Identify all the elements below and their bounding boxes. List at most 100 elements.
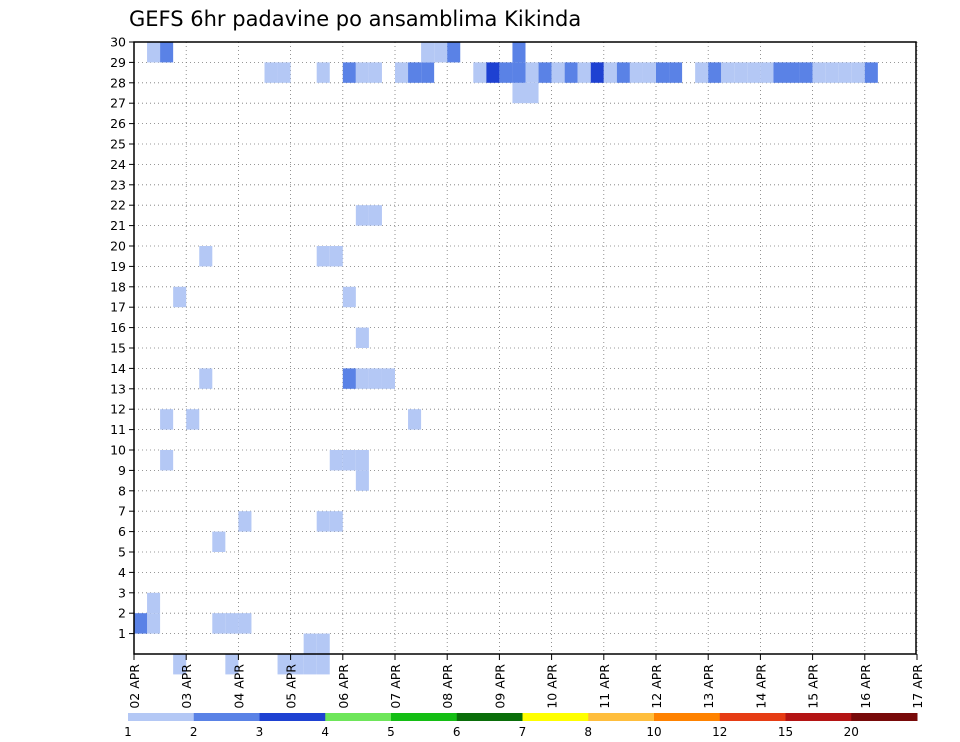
precip-cell bbox=[186, 409, 200, 430]
x-tick-label: 16 APR bbox=[858, 664, 873, 709]
precip-cell bbox=[551, 62, 565, 83]
y-tick-label: 16 bbox=[110, 320, 126, 335]
colorbar-swatch bbox=[654, 713, 721, 721]
x-tick-label: 13 APR bbox=[701, 664, 716, 709]
precip-cell bbox=[173, 654, 187, 675]
precip-cell bbox=[851, 62, 865, 83]
x-tick-label: 11 APR bbox=[597, 664, 612, 709]
x-tick-label: 15 APR bbox=[806, 664, 821, 709]
precip-cell bbox=[303, 654, 317, 675]
precip-cell bbox=[199, 246, 213, 267]
precip-cell bbox=[355, 450, 369, 471]
x-tick-label: 08 APR bbox=[440, 664, 455, 709]
precip-cell bbox=[421, 42, 435, 63]
y-tick-label: 6 bbox=[118, 524, 126, 539]
precip-cell bbox=[395, 62, 409, 83]
y-tick-label: 26 bbox=[110, 116, 126, 131]
y-tick-label: 27 bbox=[110, 96, 126, 111]
colorbar-label: 20 bbox=[844, 725, 859, 739]
precip-cell bbox=[316, 62, 330, 83]
precip-cell bbox=[408, 62, 422, 83]
colorbar-label: 3 bbox=[256, 725, 264, 739]
x-tick-label: 06 APR bbox=[336, 664, 351, 709]
y-tick-label: 17 bbox=[110, 300, 126, 315]
precip-cell bbox=[355, 327, 369, 348]
colorbar-swatch bbox=[851, 713, 918, 721]
y-tick-label: 21 bbox=[110, 218, 126, 233]
y-tick-label: 12 bbox=[110, 402, 126, 417]
precip-cell bbox=[590, 62, 604, 83]
precip-cell bbox=[760, 62, 774, 83]
colorbar-swatch bbox=[456, 713, 523, 721]
precip-cell bbox=[564, 62, 578, 83]
colorbar-label: 12 bbox=[712, 725, 727, 739]
y-tick-label: 20 bbox=[110, 239, 126, 254]
precip-cell bbox=[838, 62, 852, 83]
precip-cell bbox=[147, 592, 161, 614]
precip-cell bbox=[342, 62, 356, 83]
precip-cell bbox=[277, 62, 291, 83]
precip-cell bbox=[747, 62, 761, 83]
colorbar-swatch bbox=[193, 713, 260, 721]
precip-cell bbox=[864, 62, 878, 83]
precip-cell bbox=[525, 62, 539, 83]
precip-cell bbox=[642, 62, 656, 83]
x-tick-label: 07 APR bbox=[388, 664, 403, 709]
y-tick-label: 22 bbox=[110, 198, 126, 213]
precip-cell bbox=[381, 368, 395, 389]
precip-cell bbox=[434, 42, 448, 63]
precip-cell bbox=[786, 62, 800, 83]
precip-cell bbox=[603, 62, 617, 83]
precip-cell bbox=[355, 368, 369, 389]
x-tick-label: 03 APR bbox=[179, 664, 194, 709]
precip-cell bbox=[316, 633, 330, 654]
precip-cell bbox=[160, 42, 174, 63]
precip-cell bbox=[342, 450, 356, 471]
y-tick-label: 29 bbox=[110, 55, 126, 70]
precip-cell bbox=[160, 409, 174, 430]
precip-cell bbox=[616, 62, 630, 83]
x-tick-label: 12 APR bbox=[649, 664, 664, 709]
precip-cell bbox=[355, 62, 369, 83]
precip-cell bbox=[695, 62, 709, 83]
precip-cell bbox=[290, 654, 304, 675]
precip-cell bbox=[721, 62, 735, 83]
precip-cell bbox=[277, 654, 291, 675]
precip-cell bbox=[238, 511, 252, 532]
precip-cell bbox=[173, 286, 187, 308]
precip-cell bbox=[512, 62, 526, 83]
y-tick-label: 5 bbox=[118, 545, 126, 560]
precip-cell bbox=[656, 62, 670, 83]
precip-cell bbox=[525, 82, 539, 104]
precip-cell bbox=[316, 246, 330, 267]
y-tick-label: 13 bbox=[110, 381, 126, 396]
precip-cell bbox=[225, 613, 239, 634]
y-tick-label: 19 bbox=[110, 259, 126, 274]
grid-lines bbox=[133, 41, 918, 654]
x-tick-label: 04 APR bbox=[231, 664, 246, 709]
precip-cell bbox=[734, 62, 748, 83]
y-axis-ticks: 1234567891011121314151617181920212223242… bbox=[110, 35, 134, 641]
y-tick-label: 30 bbox=[110, 35, 126, 50]
precip-cell bbox=[147, 613, 161, 634]
colorbar-swatch bbox=[785, 713, 852, 721]
y-tick-label: 1 bbox=[118, 626, 126, 641]
cell-layer bbox=[134, 42, 878, 675]
y-tick-label: 3 bbox=[118, 585, 126, 600]
y-tick-label: 4 bbox=[118, 565, 126, 580]
precip-cell bbox=[421, 62, 435, 83]
x-tick-label: 02 APR bbox=[127, 664, 142, 709]
precip-cell bbox=[368, 368, 382, 389]
colorbar-label: 8 bbox=[584, 725, 592, 739]
precip-cell bbox=[538, 62, 552, 83]
precip-cell bbox=[499, 62, 513, 83]
precip-cell bbox=[512, 42, 526, 63]
precip-cell bbox=[212, 613, 226, 634]
precip-cell bbox=[303, 633, 317, 654]
colorbar-swatch bbox=[391, 713, 458, 721]
colorbar-swatch bbox=[522, 713, 589, 721]
precip-cell bbox=[355, 205, 369, 226]
colorbar-label: 7 bbox=[519, 725, 527, 739]
precip-cell bbox=[447, 42, 461, 63]
